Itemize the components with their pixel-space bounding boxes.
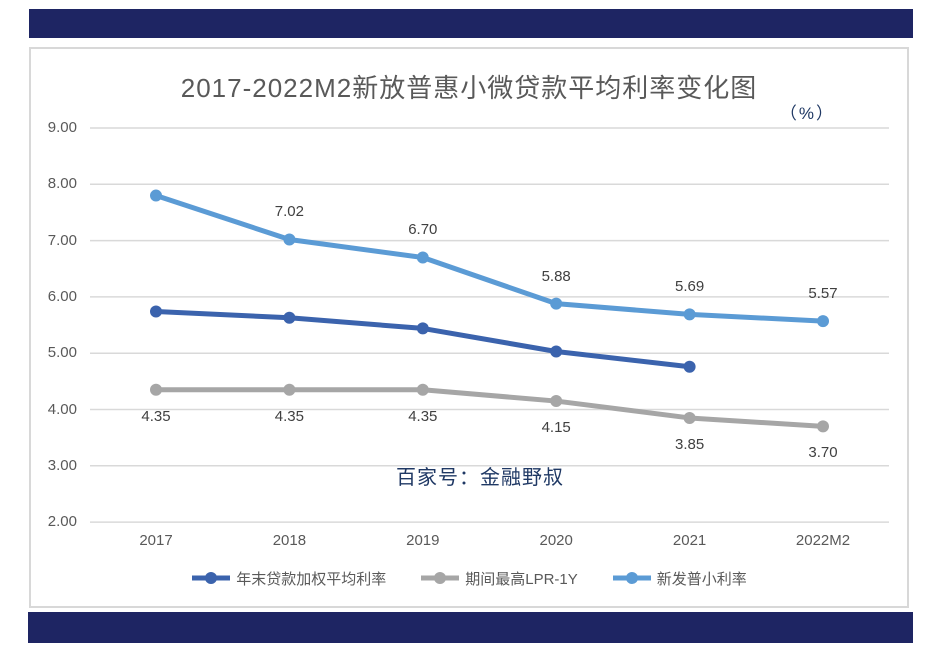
data-point [416, 322, 429, 335]
y-tick-label: 4.00 [47, 400, 77, 418]
series-line [156, 387, 824, 429]
data-point [416, 251, 429, 264]
unit-label: （%） [779, 104, 835, 123]
y-tick-label: 3.00 [47, 456, 77, 474]
plot-area: 9.00 8.00 7.00 6.00 5.00 4.00 3.00 2.00 2017 2018… [31, 49, 907, 606]
data-point [283, 311, 296, 324]
y-tick-label: 5.00 [47, 344, 77, 362]
data-label: 4.35 [141, 407, 171, 425]
x-axis-label: 2019 [406, 532, 440, 549]
watermark: 百家号：金融野叔 [396, 467, 564, 489]
data-point [683, 360, 696, 373]
bottom-accent-bar [28, 612, 913, 643]
data-label: 6.70 [408, 221, 438, 239]
data-label: 4.35 [274, 407, 304, 425]
data-point [283, 233, 296, 246]
y-tick-label: 9.00 [47, 119, 77, 136]
y-tick-label: 2.00 [47, 513, 77, 531]
series-line [155, 309, 690, 370]
data-point [683, 308, 696, 321]
data-label: 4.35 [408, 407, 438, 425]
chart-panel: 2017-2022M2新放普惠小微贷款平均利率变化图 （%） 9.00 8.00 7… [29, 47, 909, 608]
data-label: 7.02 [274, 203, 304, 221]
x-axis-label: 2022M2 [795, 532, 851, 549]
x-axis-label: 2020 [539, 532, 573, 549]
chart-title: 2017-2022M2新放普惠小微贷款平均利率变化图 [180, 73, 758, 103]
data-point [416, 383, 429, 396]
legend-line-marker-icon [420, 571, 460, 585]
legend-line-marker-icon [612, 571, 652, 585]
data-label: 5.88 [541, 267, 571, 285]
data-point [150, 189, 162, 202]
y-tick-label: 7.00 [47, 231, 77, 249]
plot-svg [90, 127, 889, 523]
data-point [550, 345, 563, 358]
series-line [155, 193, 824, 324]
data-point [683, 411, 696, 424]
legend-item: 期间最高LPR-1Y [420, 568, 578, 589]
legend-item: 新发普小利率 [612, 568, 747, 589]
data-point [283, 383, 296, 396]
x-axis-label: 2017 [139, 532, 173, 549]
data-label: 4.15 [541, 419, 571, 437]
x-axis-label: 2018 [272, 532, 307, 549]
y-tick-label: 8.00 [47, 175, 77, 193]
data-label: 3.85 [674, 435, 705, 453]
y-tick-label: 6.00 [47, 287, 77, 305]
x-axis-label: 2021 [672, 532, 707, 549]
data-point [817, 420, 829, 433]
data-point [550, 297, 563, 310]
legend-line-marker-icon [191, 571, 231, 585]
data-point [150, 305, 162, 318]
top-accent-bar [29, 9, 913, 38]
legend-label: 新发普小利率 [656, 570, 747, 588]
legend-item: 年末贷款加权平均利率 [191, 568, 386, 589]
data-label: 5.57 [808, 285, 838, 303]
legend-label: 期间最高LPR-1Y [465, 570, 578, 588]
data-point [150, 383, 162, 396]
legend: 年末贷款加权平均利率 期间最高LPR-1Y 新发普小利率 [31, 566, 907, 590]
legend-label: 年末贷款加权平均利率 [236, 570, 387, 588]
data-point [817, 315, 829, 328]
data-point [550, 395, 563, 408]
data-label: 5.69 [674, 278, 705, 296]
data-label: 3.70 [808, 444, 838, 462]
